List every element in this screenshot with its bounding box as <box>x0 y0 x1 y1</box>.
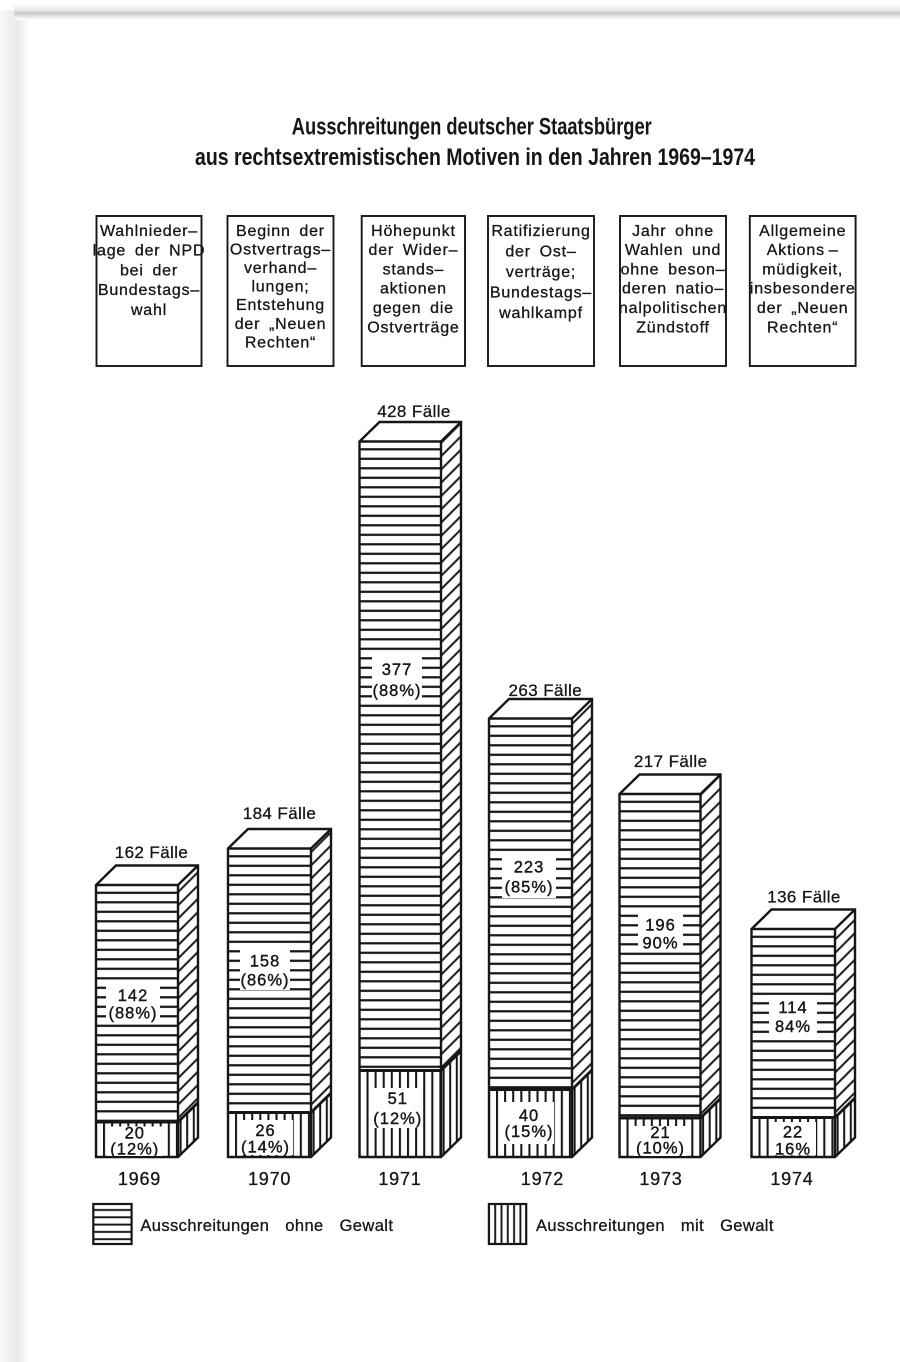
svg-text:aus rechtsextremistischen Moti: aus rechtsextremistischen Motiven in den… <box>195 144 756 171</box>
svg-text:Wahlnieder–: Wahlnieder– <box>100 223 198 240</box>
svg-text:insbesondere: insbesondere <box>750 281 856 298</box>
svg-text:142: 142 <box>118 987 149 1005</box>
svg-text:Zündstoff: Zündstoff <box>636 319 710 336</box>
svg-text:nalpolitischen: nalpolitischen <box>619 300 727 317</box>
svg-text:bei der: bei der <box>120 262 178 279</box>
svg-text:Jahr ohne: Jahr ohne <box>632 223 714 240</box>
svg-text:40: 40 <box>519 1107 539 1125</box>
svg-text:der Wider–: der Wider– <box>369 242 459 259</box>
svg-text:51: 51 <box>388 1090 408 1108</box>
svg-text:Ostvertrags–: Ostvertrags– <box>230 241 331 258</box>
svg-text:1972: 1972 <box>521 1169 564 1189</box>
svg-text:114: 114 <box>778 999 807 1017</box>
svg-text:158: 158 <box>250 953 281 971</box>
svg-text:Allgemeine: Allgemeine <box>759 223 846 240</box>
svg-text:ohne beson–: ohne beson– <box>621 261 726 278</box>
svg-text:Wahlen und: Wahlen und <box>625 242 721 259</box>
svg-text:21: 21 <box>650 1124 670 1142</box>
svg-text:Rechten“: Rechten“ <box>245 334 316 351</box>
svg-text:Ausschreitungen ohne Gewalt: Ausschreitungen ohne Gewalt <box>140 1217 393 1235</box>
svg-text:22: 22 <box>783 1124 803 1142</box>
svg-text:162 Fälle: 162 Fälle <box>115 843 189 862</box>
svg-text:Beginn der: Beginn der <box>236 223 325 240</box>
svg-text:196: 196 <box>645 917 676 935</box>
svg-text:verhand–: verhand– <box>244 260 317 277</box>
svg-text:1973: 1973 <box>639 1169 682 1189</box>
svg-text:16%: 16% <box>775 1141 811 1159</box>
svg-text:verträge;: verträge; <box>506 264 576 281</box>
svg-text:lage der NPD: lage der NPD <box>93 243 206 260</box>
svg-text:wahl: wahl <box>130 302 167 319</box>
svg-text:Aktions –: Aktions – <box>767 242 839 259</box>
svg-text:26: 26 <box>255 1122 275 1140</box>
svg-text:(10%): (10%) <box>636 1140 685 1158</box>
svg-text:377: 377 <box>382 661 413 679</box>
svg-text:1974: 1974 <box>770 1169 813 1189</box>
svg-text:(85%): (85%) <box>504 879 553 897</box>
svg-text:(14%): (14%) <box>241 1139 290 1157</box>
svg-text:(88%): (88%) <box>372 682 421 700</box>
svg-text:lungen;: lungen; <box>251 279 309 296</box>
svg-text:Ausschreitungen mit Gewalt: Ausschreitungen mit Gewalt <box>536 1217 774 1235</box>
svg-text:223: 223 <box>514 859 545 877</box>
svg-text:der Ost–: der Ost– <box>505 243 576 260</box>
svg-text:Rechten“: Rechten“ <box>767 319 838 336</box>
svg-text:stands–: stands– <box>383 261 445 278</box>
svg-text:gegen die: gegen die <box>373 300 454 317</box>
svg-text:Höhepunkt: Höhepunkt <box>371 223 456 240</box>
svg-text:1969: 1969 <box>118 1169 161 1189</box>
svg-text:(88%): (88%) <box>108 1005 157 1023</box>
svg-text:müdigkeit,: müdigkeit, <box>762 261 843 278</box>
svg-text:(12%): (12%) <box>373 1110 422 1128</box>
svg-text:(12%): (12%) <box>110 1141 159 1159</box>
svg-text:84%: 84% <box>775 1018 811 1036</box>
svg-text:428 Fälle: 428 Fälle <box>377 402 451 421</box>
svg-text:der „Neuen: der „Neuen <box>757 300 849 317</box>
svg-text:(86%): (86%) <box>240 972 289 990</box>
svg-text:Entstehung: Entstehung <box>236 297 325 314</box>
svg-text:20: 20 <box>125 1125 145 1143</box>
svg-text:Ratifizierung: Ratifizierung <box>491 223 590 240</box>
svg-text:1971: 1971 <box>378 1169 421 1189</box>
svg-text:1970: 1970 <box>248 1169 291 1189</box>
svg-text:Ostverträge: Ostverträge <box>367 319 459 336</box>
svg-text:Ausschreitungen deutscher Staa: Ausschreitungen deutscher Staatsbürger <box>292 113 652 140</box>
svg-text:deren natio–: deren natio– <box>622 281 724 298</box>
svg-text:184 Fälle: 184 Fälle <box>243 804 317 823</box>
svg-text:263 Fälle: 263 Fälle <box>509 681 583 700</box>
svg-text:(15%): (15%) <box>504 1123 553 1141</box>
svg-text:Bundestags–: Bundestags– <box>98 282 200 299</box>
svg-text:136 Fälle: 136 Fälle <box>767 888 841 907</box>
svg-text:217 Fälle: 217 Fälle <box>634 752 708 771</box>
svg-text:wahlkampf: wahlkampf <box>498 305 583 322</box>
svg-text:Bundestags–: Bundestags– <box>490 284 592 301</box>
svg-text:der „Neuen: der „Neuen <box>235 316 327 333</box>
svg-text:aktionen: aktionen <box>380 281 447 298</box>
svg-text:90%: 90% <box>642 935 678 953</box>
